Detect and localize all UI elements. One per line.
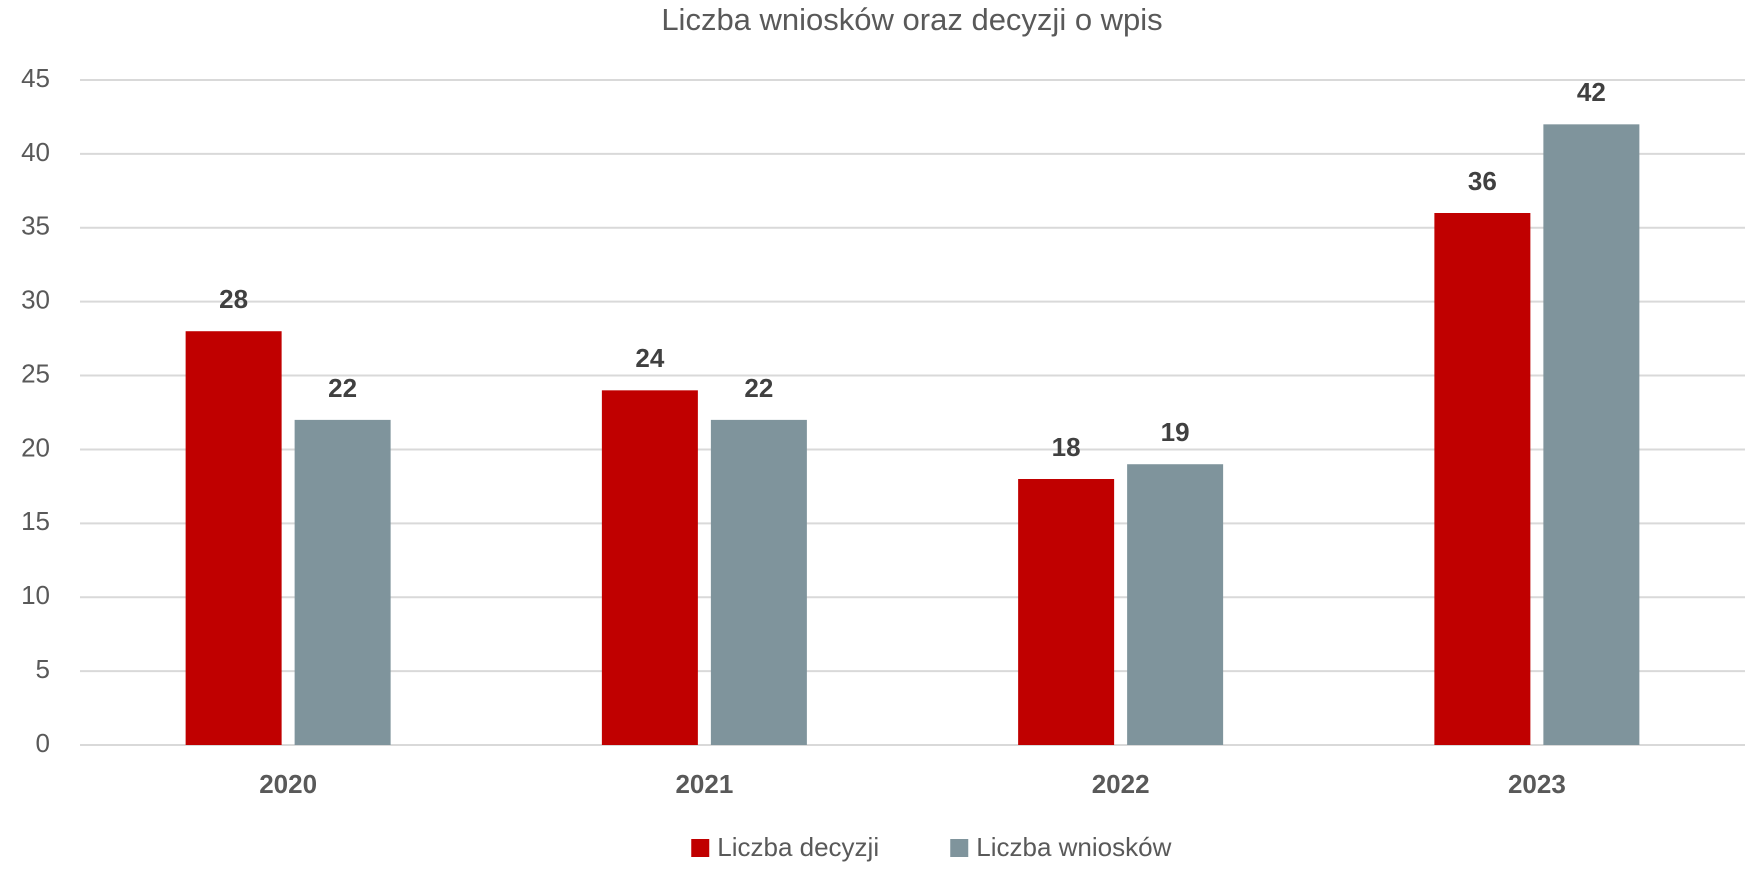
legend-label: Liczba decyzji — [717, 832, 879, 862]
bar — [294, 419, 391, 745]
data-label: 18 — [1052, 432, 1081, 462]
y-tick-label: 5 — [36, 654, 50, 684]
y-tick-label: 45 — [21, 63, 50, 93]
data-label: 22 — [744, 373, 773, 403]
data-label: 36 — [1468, 166, 1497, 196]
x-tick-label: 2020 — [259, 769, 317, 799]
y-tick-label: 30 — [21, 285, 50, 315]
y-tick-label: 0 — [36, 728, 50, 758]
y-tick-label: 40 — [21, 137, 50, 167]
x-tick-label: 2022 — [1092, 769, 1150, 799]
data-label: 22 — [328, 373, 357, 403]
chart-title: Liczba wniosków oraz decyzji o wpis — [661, 2, 1162, 37]
bar — [1434, 213, 1531, 745]
data-label: 24 — [635, 343, 664, 373]
bar — [1543, 124, 1640, 746]
y-tick-label: 25 — [21, 358, 50, 388]
data-label: 28 — [219, 284, 248, 314]
x-tick-label: 2021 — [675, 769, 733, 799]
bar — [710, 419, 807, 745]
bar — [1018, 479, 1115, 745]
data-label: 19 — [1161, 417, 1190, 447]
data-label: 42 — [1577, 77, 1606, 107]
legend-swatch — [950, 839, 969, 857]
y-tick-label: 35 — [21, 211, 50, 241]
y-tick-label: 10 — [21, 580, 50, 610]
y-tick-label: 15 — [21, 506, 50, 536]
bar — [185, 331, 282, 745]
bar — [1127, 464, 1224, 745]
y-tick-label: 20 — [21, 432, 50, 462]
legend-label: Liczba wniosków — [976, 832, 1171, 862]
x-tick-label: 2023 — [1508, 769, 1566, 799]
bar — [601, 390, 698, 745]
legend-swatch — [691, 839, 710, 857]
